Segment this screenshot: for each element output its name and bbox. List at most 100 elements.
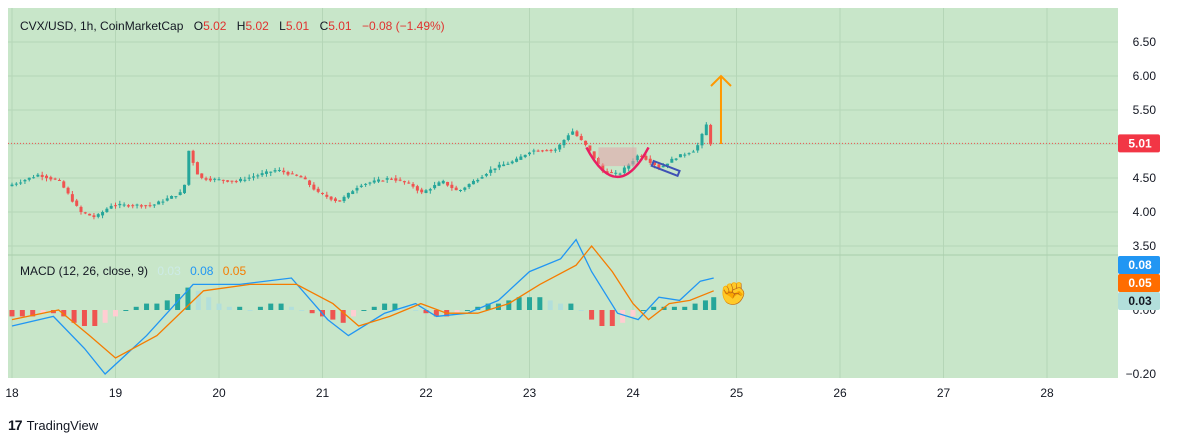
change-value: −0.08 (−1.49%) [361,19,445,33]
candle-body [459,190,462,192]
candle-body [170,195,174,199]
candle-body [683,154,687,156]
macd-histogram-bar [382,303,388,310]
candle-body [27,177,31,180]
macd-histogram-bar [226,306,232,310]
macd-histogram-bar [216,303,222,310]
macd-histogram-bar [351,310,357,317]
macd-histogram-bar [154,303,160,310]
candle-body [290,173,294,175]
candle-body [174,196,178,198]
candle-body [592,151,596,159]
candle-body [510,161,514,164]
candle-body [497,164,501,168]
candle-body [519,156,523,160]
candle-body [239,178,243,182]
candle-body [441,180,445,184]
candle-body [635,155,639,161]
candle-body [122,204,126,206]
macd-histogram-bar [278,303,284,310]
candle-body [247,177,251,179]
candle-body [670,158,674,163]
candle-body [252,176,255,178]
macd-histogram-bar [133,306,139,310]
candle-body [260,173,264,176]
candle-body [450,184,454,189]
macd-histogram-bar [30,310,36,317]
candle-body [454,187,458,191]
macd-indicator-label[interactable]: MACD (12, 26, close, 9) [20,264,149,278]
candle-body [553,149,557,151]
macd-histogram-bar [123,310,129,311]
candle-body [415,186,419,191]
candle-body [243,179,247,181]
candle-body [161,201,165,203]
candle-body [666,163,669,166]
macd-value-badge-bg [1118,274,1160,292]
candle-body [66,187,70,194]
candle-body [230,180,234,182]
tradingview-logo-icon: 17 [8,417,23,433]
macd-histogram-bar [692,303,698,310]
candle-body [687,153,691,155]
candle-body [114,205,117,207]
candle-body [183,184,186,194]
low-label: L [279,19,286,33]
x-tick-label: 19 [109,386,123,400]
candle-body [316,188,320,192]
x-tick-label: 18 [5,386,19,400]
macd-histogram-bar [195,290,201,310]
cup-fill [598,147,637,167]
x-tick-label: 23 [523,386,537,400]
candle-body [139,205,143,207]
candle-body [213,178,217,180]
candle-body [10,184,14,187]
macd-histogram-bar [164,300,170,310]
candle-body [696,145,700,151]
candle-body [165,198,169,201]
candle-body [204,178,208,180]
candle-body [467,184,471,188]
current-price-badge: 5.01 [1118,134,1160,153]
macd-histogram-bar [711,297,717,310]
candle-body [700,133,704,146]
macd-line-value: 0.08 [190,264,214,278]
macd-histogram-bar [257,306,263,310]
candle-body [648,158,652,163]
macd-histogram-bar [61,310,67,317]
tradingview-brand[interactable]: 17 TradingView [8,417,98,433]
thumbs-up-icon: ✊ [720,281,747,307]
candle-body [644,155,648,160]
candle-body [234,181,238,183]
candle-body [101,212,105,216]
macd-histogram-bar [268,303,274,310]
candle-body [381,180,385,182]
candle-body [75,200,79,206]
candle-body [407,182,411,184]
candle-body [178,192,182,195]
macd-value-badge: 0.05 [1118,274,1160,292]
candle-body [109,205,113,209]
candle-body [489,169,493,173]
candle-body [385,178,389,180]
candle-body [299,176,303,178]
candle-body [402,181,406,183]
symbol-label[interactable]: CVX/USD, 1h, CoinMarketCap [20,19,184,33]
candle-body [618,173,622,175]
candle-body [532,150,536,152]
candle-body [217,179,221,181]
candle-body [575,131,579,137]
candle-body [471,180,475,185]
candle-body [614,172,618,174]
high-value: 5.02 [245,19,269,33]
macd-histogram-bar [402,306,408,310]
close-value: 5.01 [328,19,352,33]
macd-histogram-bar [361,310,367,311]
candle-body [502,164,506,167]
candle-body [70,194,74,202]
candle-body [390,178,393,180]
candle-body [709,124,713,145]
candle-body [398,179,402,181]
y-tick-label: 6.50 [1133,35,1157,49]
tradingview-wordmark: TradingView [26,417,99,433]
